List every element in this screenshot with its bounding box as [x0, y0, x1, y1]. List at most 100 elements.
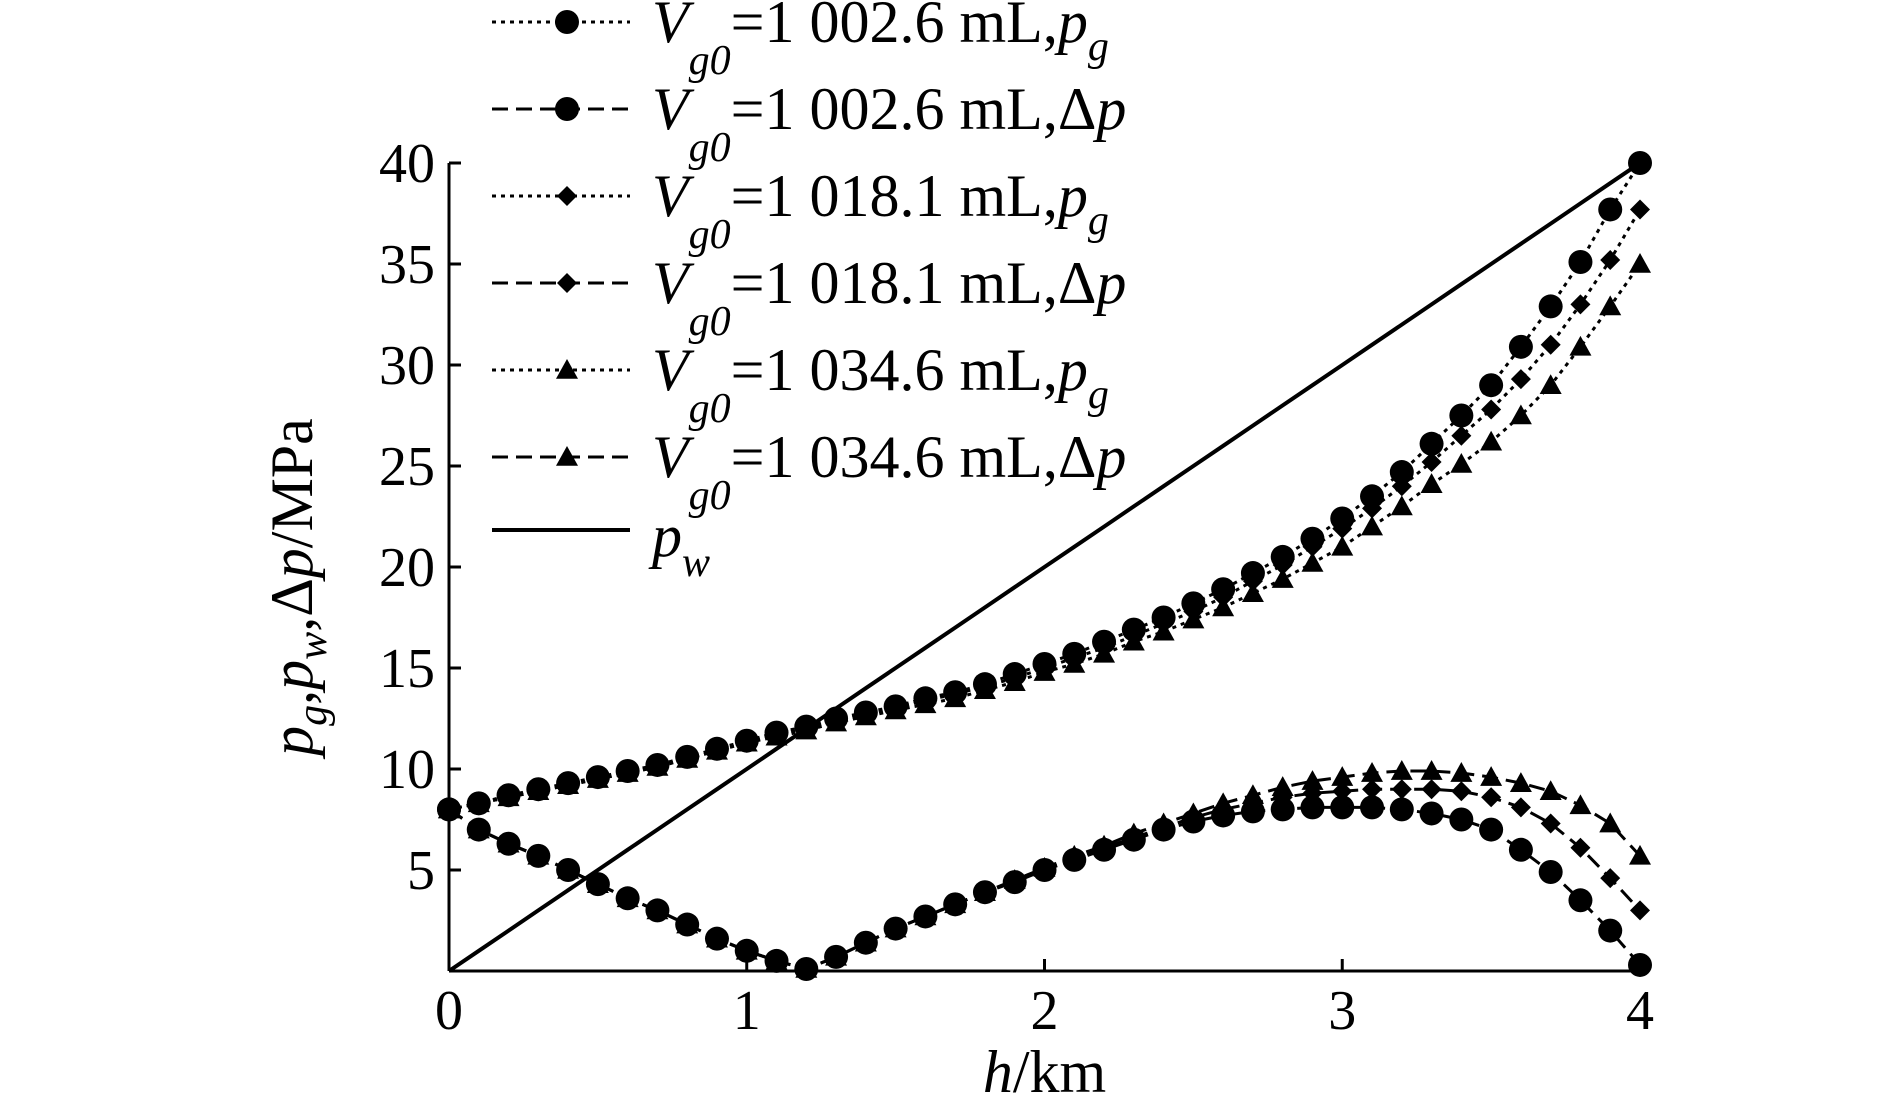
x-axis-label: h/km: [983, 1039, 1106, 1101]
data-point: [1332, 518, 1353, 539]
data-point: [1361, 515, 1384, 536]
data-point: [1301, 770, 1324, 790]
legend-item-5: Vg0=1 034.6 mL,pg: [492, 337, 1109, 432]
data-point: [1481, 399, 1502, 420]
data-point: [1568, 249, 1593, 274]
series-layer: [437, 151, 1652, 981]
data-point: [497, 786, 520, 807]
data-point: [1539, 780, 1562, 801]
data-point: [1362, 779, 1383, 800]
y-tick-label: 35: [379, 234, 435, 296]
legend-item-1: Vg0=1 002.6 mL,pg: [492, 0, 1109, 84]
data-point: [1479, 817, 1504, 842]
data-point: [854, 931, 877, 952]
data-point: [527, 844, 550, 865]
data-point: [1540, 334, 1561, 355]
data-point: [646, 755, 669, 776]
data-point: [1271, 776, 1294, 796]
data-point: [884, 917, 907, 938]
data-point: [1570, 294, 1591, 315]
legend-marker: [555, 97, 579, 121]
data-point: [616, 762, 639, 782]
series-line-7: [447, 161, 1642, 973]
data-point: [1332, 781, 1353, 802]
data-point: [1538, 294, 1563, 319]
data-point: [973, 679, 996, 700]
y-tick-label: 20: [379, 537, 435, 599]
data-point: [765, 949, 788, 970]
data-point: [1360, 795, 1385, 820]
y-tick-label: 40: [379, 133, 435, 195]
data-point: [1391, 779, 1412, 800]
data-point: [1540, 813, 1561, 834]
x-tick-label: 0: [435, 980, 463, 1042]
data-point: [735, 731, 758, 752]
data-point: [884, 699, 907, 720]
data-point: [914, 905, 937, 926]
legend-marker: [555, 10, 579, 34]
data-point: [1271, 568, 1294, 588]
data-point: [1391, 476, 1412, 497]
data-point: [557, 774, 580, 794]
legend-item-6: Vg0=1 034.6 mL,Δp: [492, 424, 1126, 519]
data-point: [1122, 822, 1145, 843]
x-tick-label: 3: [1328, 980, 1356, 1042]
data-point: [1420, 760, 1443, 780]
data-point: [1451, 781, 1472, 802]
legend-label: Vg0=1 034.6 mL,Δp: [652, 424, 1126, 519]
data-point: [1510, 369, 1531, 390]
legend-label: Vg0=1 002.6 mL,Δp: [652, 76, 1126, 171]
data-point: [1510, 797, 1531, 818]
legend-label: Vg0=1 034.6 mL,pg: [652, 337, 1109, 432]
data-point: [1063, 652, 1086, 673]
y-axis-label: pg,pw,Δp/MPa: [259, 418, 336, 760]
data-point: [1362, 498, 1383, 519]
legend-label: Vg0=1 002.6 mL,pg: [652, 0, 1109, 84]
data-point: [1600, 249, 1621, 270]
data-point: [676, 747, 699, 768]
data-point: [1242, 571, 1263, 592]
data-point: [1569, 794, 1592, 815]
data-point: [1509, 772, 1532, 792]
legend-label: Vg0=1 018.1 mL,Δp: [652, 250, 1126, 345]
data-point: [825, 711, 848, 732]
data-point: [1063, 844, 1086, 865]
data-point: [1033, 856, 1056, 877]
data-point: [676, 913, 699, 934]
data-point: [1212, 596, 1235, 617]
data-point: [1093, 642, 1116, 663]
data-point: [1093, 834, 1116, 855]
data-point: [1122, 630, 1145, 651]
data-point: [1539, 374, 1562, 394]
data-point: [1033, 661, 1056, 681]
data-point: [944, 893, 967, 914]
data-point: [1182, 802, 1205, 823]
legend-marker: [557, 186, 577, 206]
data-point: [1600, 868, 1621, 889]
data-point: [1272, 554, 1293, 575]
data-point: [1508, 837, 1533, 862]
data-point: [467, 818, 490, 839]
data-point: [1479, 373, 1504, 398]
data-point: [854, 705, 877, 726]
legend-item-7: pw: [492, 503, 710, 586]
data-point: [1538, 860, 1563, 885]
data-point: [497, 832, 520, 853]
data-point: [1361, 762, 1384, 782]
data-point: [586, 873, 609, 893]
data-point: [586, 768, 609, 788]
legend-item-3: Vg0=1 018.1 mL,pg: [492, 163, 1109, 258]
data-point: [825, 945, 848, 966]
data-point: [1630, 199, 1650, 220]
data-point: [467, 792, 490, 813]
y-tick-label: 30: [379, 335, 435, 397]
data-point: [1389, 797, 1414, 822]
data-point: [1390, 760, 1413, 780]
series-line-5: [448, 263, 1642, 811]
data-point: [1003, 869, 1026, 889]
data-point: [1152, 620, 1175, 641]
data-point: [1599, 295, 1622, 316]
data-point: [1598, 197, 1623, 222]
data-point: [1449, 807, 1474, 832]
